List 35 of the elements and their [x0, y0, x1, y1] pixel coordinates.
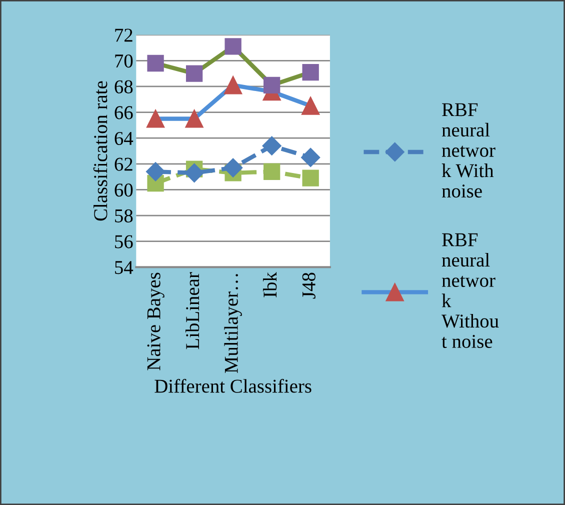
- y-tick-label: 54: [115, 261, 134, 274]
- point: [146, 110, 165, 128]
- point: [302, 64, 319, 81]
- point: [302, 96, 320, 115]
- y-tick-label: 56: [115, 235, 133, 248]
- point: [185, 110, 204, 128]
- legend-label: RBF neural network Without noise: [442, 233, 499, 348]
- x-tick-label: Ibk: [263, 272, 277, 298]
- x-tick-label: Multilayer…: [224, 274, 242, 373]
- x-axis-title: Different Classifiers: [154, 378, 312, 393]
- x-tick-label: LibLinear: [185, 272, 200, 350]
- x-tick-label: Naive Bayes: [147, 272, 164, 370]
- point: [224, 38, 242, 55]
- x-tick-label: J48: [302, 272, 316, 299]
- y-tick-label: 72: [115, 28, 132, 42]
- point: [224, 158, 243, 178]
- point: [186, 65, 203, 82]
- y-tick-label: 64: [114, 132, 134, 146]
- y-tick-label: 62: [114, 158, 132, 171]
- point: [262, 136, 282, 156]
- y-tick-label: 66: [114, 106, 133, 120]
- point: [263, 76, 280, 94]
- point: [146, 162, 166, 182]
- y-tick-label: 58: [115, 209, 133, 222]
- y-axis-title: Classification rate: [93, 81, 108, 221]
- point: [301, 148, 320, 167]
- point: [302, 170, 319, 186]
- y-tick-label: 68: [114, 80, 133, 94]
- point: [224, 76, 242, 94]
- point: [263, 163, 280, 180]
- legend-label: RBF neural network With noise: [442, 103, 496, 198]
- point: [147, 54, 164, 72]
- point: [184, 163, 204, 182]
- y-tick-label: 70: [115, 54, 133, 68]
- y-tick-label: 60: [114, 184, 133, 197]
